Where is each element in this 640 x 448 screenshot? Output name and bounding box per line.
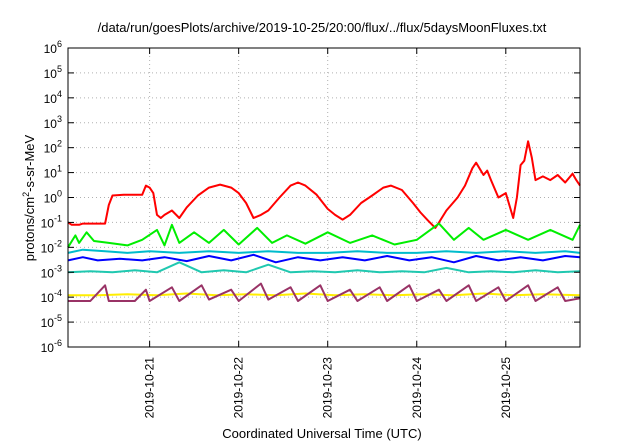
x-tick-label: 2019-10-24	[410, 357, 424, 419]
chart-title: /data/run/goesPlots/archive/2019-10-25/2…	[98, 20, 547, 35]
series-group	[67, 140, 581, 302]
x-tick-label: 2019-10-22	[232, 357, 246, 419]
x-tick-label: 2019-10-23	[321, 357, 335, 419]
y-tick-label: 10-5	[41, 313, 62, 330]
y-tick-label: 10-4	[41, 288, 62, 305]
y-tick-label: 10-3	[41, 263, 62, 280]
series-line	[67, 140, 581, 229]
y-tick-label: 10-6	[41, 338, 62, 355]
y-tick-label: 105	[44, 64, 62, 81]
grid-lines	[68, 48, 580, 347]
series-line	[67, 248, 581, 254]
y-tick-label: 101	[44, 164, 62, 181]
y-tick-label: 106	[44, 39, 62, 56]
plot-frame	[67, 47, 581, 348]
x-axis-label: Coordinated Universal Time (UTC)	[222, 426, 421, 441]
series-line	[67, 261, 581, 274]
y-tick-label: 104	[44, 89, 62, 106]
y-tick-label: 100	[44, 189, 62, 206]
y-tick-label: 10-2	[41, 238, 62, 255]
series-line	[68, 282, 581, 302]
y-tick-label: 103	[44, 114, 62, 131]
series-line	[67, 222, 581, 248]
series-line	[67, 253, 581, 264]
axes: 10-6 10-5 10-4 10-3 10-2 10-1 100 101 102 103 104 1…	[41, 39, 581, 419]
x-tick-label: 2019-10-21	[143, 357, 157, 419]
y-tick-label: 102	[44, 139, 62, 156]
y-axis-label: protons/cm2-s-sr-MeV	[21, 134, 37, 261]
y-tick-label: 10-1	[41, 213, 62, 230]
x-tick-label: 2019-10-25	[499, 357, 513, 419]
